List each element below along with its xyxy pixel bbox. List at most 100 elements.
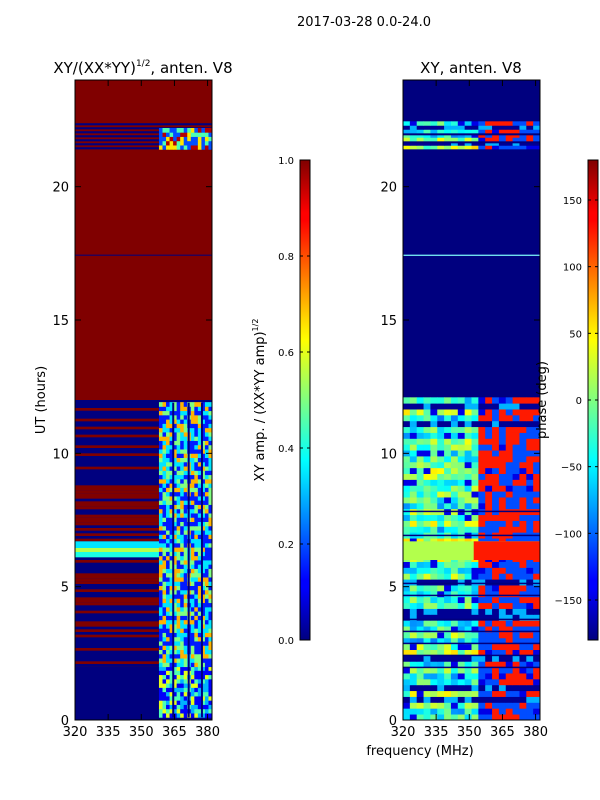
heatmap-cell <box>450 579 459 586</box>
heatmap-cell <box>204 691 209 697</box>
heatmap-cell <box>457 456 466 463</box>
heatmap-cell <box>180 628 185 633</box>
heatmap-cell <box>169 577 174 582</box>
heatmap-cell <box>423 596 431 604</box>
heatmap-cell <box>75 589 212 592</box>
heatmap-cell <box>512 414 520 422</box>
heatmap-cell <box>162 542 167 548</box>
heatmap-cell <box>176 410 181 416</box>
heatmap-cell <box>197 658 202 663</box>
heatmap-cell <box>183 602 188 608</box>
y-tick-label: 15 <box>52 314 69 329</box>
heatmap-cell <box>416 585 424 592</box>
heatmap-cell <box>173 530 178 535</box>
heatmap-cell <box>158 632 163 638</box>
heatmap-cell <box>512 620 520 627</box>
heatmap-cell <box>512 561 520 568</box>
heatmap-cell <box>204 560 209 565</box>
heatmap-cell <box>162 624 167 629</box>
heatmap-cell <box>498 579 507 586</box>
heatmap-cell <box>505 579 513 586</box>
heatmap-cell <box>176 589 181 595</box>
heatmap-cell <box>190 713 195 718</box>
heatmap-cell <box>173 432 178 437</box>
heatmap-cell <box>166 470 170 476</box>
heatmap-cell <box>403 432 411 439</box>
heatmap-cell <box>204 440 209 446</box>
heatmap-cell <box>464 632 472 639</box>
heatmap-cell <box>183 534 188 540</box>
heatmap-cell <box>197 678 202 684</box>
heatmap-cell <box>526 141 534 146</box>
heatmap-cell <box>437 514 445 521</box>
heatmap-cell <box>457 125 466 130</box>
heatmap-cell <box>194 132 199 137</box>
heatmap-cell <box>169 453 174 458</box>
heatmap-cell <box>173 645 178 650</box>
heatmap-cell <box>478 432 486 439</box>
heatmap-cell <box>533 684 540 692</box>
heatmap-cell <box>183 132 188 137</box>
heatmap-cell <box>173 427 178 433</box>
heatmap-cell <box>409 626 418 633</box>
heatmap-cell <box>208 691 212 697</box>
heatmap-cell <box>208 653 212 659</box>
heatmap-cell <box>166 487 170 493</box>
left-colorbar-gradient <box>299 159 311 641</box>
heatmap-cell <box>208 513 212 518</box>
heatmap-cell <box>519 397 527 404</box>
heatmap-cell <box>197 615 202 621</box>
heatmap-cell <box>485 420 493 428</box>
heatmap-cell <box>180 440 185 446</box>
heatmap-cell <box>409 632 418 639</box>
heatmap-cell <box>204 708 209 714</box>
heatmap-cell <box>190 470 195 476</box>
heatmap-cell <box>403 596 411 604</box>
heatmap-cell <box>457 673 466 680</box>
heatmap-cell <box>204 628 209 633</box>
heatmap-cell <box>176 521 181 527</box>
heatmap-cell <box>526 579 534 586</box>
heatmap-cell <box>208 128 212 133</box>
heatmap-cell <box>194 658 199 663</box>
heatmap-cell <box>158 466 163 471</box>
heatmap-cell <box>187 132 192 137</box>
heatmap-cell <box>423 502 431 510</box>
heatmap-cell <box>464 502 472 510</box>
y-tick-label: 10 <box>380 447 397 462</box>
heatmap-cell <box>190 449 195 454</box>
heatmap-cell <box>416 590 424 598</box>
heatmap-cell <box>533 125 540 130</box>
heatmap-cell <box>533 590 540 598</box>
heatmap-cell <box>176 674 181 680</box>
heatmap-cell <box>416 414 424 422</box>
heatmap-cell <box>183 140 188 146</box>
heatmap-cell <box>204 589 209 595</box>
heatmap-cell <box>176 140 181 146</box>
heatmap-cell <box>194 649 199 655</box>
heatmap-cell <box>183 611 188 616</box>
heatmap-cell <box>166 641 170 646</box>
heatmap-cell <box>492 696 500 703</box>
heatmap-cell <box>166 611 170 616</box>
heatmap-cell <box>492 661 500 668</box>
heatmap-cell <box>519 585 527 592</box>
heatmap-cell <box>471 673 479 680</box>
heatmap-cell <box>409 702 418 709</box>
heatmap-cell <box>485 133 493 138</box>
heatmap-cell <box>158 414 163 420</box>
heatmap-cell <box>498 690 507 697</box>
heatmap-cell <box>176 470 181 476</box>
heatmap-cell <box>162 678 167 684</box>
heatmap-cell <box>162 406 167 412</box>
heatmap-cell <box>471 520 479 527</box>
heatmap-cell <box>512 649 520 656</box>
heatmap-cell <box>505 526 513 533</box>
heatmap-cell <box>183 440 188 446</box>
heatmap-cell <box>201 636 206 642</box>
heatmap-cell <box>416 526 424 533</box>
heatmap-cell <box>190 683 195 688</box>
heatmap-cell <box>75 123 212 126</box>
heatmap-cell <box>183 691 188 697</box>
